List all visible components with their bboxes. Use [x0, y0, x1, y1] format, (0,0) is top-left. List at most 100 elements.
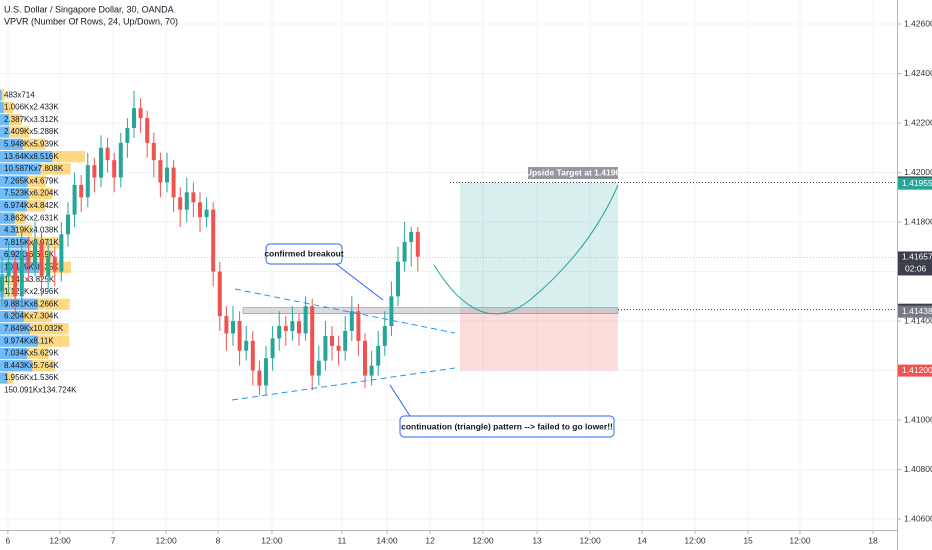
x-tick-label: 8: [216, 535, 221, 545]
candle-body: [138, 108, 143, 119]
target-label-bg: [528, 167, 618, 179]
stop-zone: [460, 309, 618, 371]
candle-body: [382, 326, 387, 346]
candle-body: [92, 165, 97, 178]
price-tag: [898, 251, 932, 264]
vp-label: 6.974Kx4.842K: [4, 201, 59, 210]
vp-label: 7.523Kx6.204K: [4, 189, 59, 198]
vp-label: 1.14Kx3.825K: [4, 275, 55, 284]
candle-body: [323, 335, 328, 361]
vp-down: [23, 310, 52, 323]
candle-body: [72, 184, 77, 215]
y-tick-label: 1.42200: [904, 117, 932, 127]
candle-body: [19, 251, 24, 297]
y-tick-label: 1.42600: [904, 18, 932, 28]
vp-down: [29, 237, 61, 249]
vp-label: 9.881Kx8.266K: [4, 299, 59, 308]
candle-body: [171, 167, 176, 198]
candle-body: [297, 321, 301, 334]
callout-box: [399, 415, 615, 438]
triangle-lower: [231, 367, 456, 401]
vp-label: 4.319Kx4.038K: [4, 226, 59, 235]
y-tick-label: 1.41400: [904, 315, 932, 325]
vp-down: [27, 175, 46, 187]
candle-body: [336, 345, 341, 351]
candle-body: [85, 165, 90, 198]
x-tick-label: 11: [337, 535, 346, 545]
y-tick-label: 1.41000: [904, 414, 932, 424]
candle-body: [105, 147, 110, 161]
vp-up: [0, 114, 10, 126]
target-zone: [460, 182, 618, 310]
vp-down: [3, 101, 14, 114]
vp-down: [52, 151, 85, 163]
vp-label: 8.443Kx5.764K: [4, 361, 59, 370]
candle-body: [349, 311, 354, 331]
candle-body: [118, 142, 123, 178]
vp-label: 7.849Kx10.032K: [4, 324, 64, 333]
vp-label: 7.265Kx4.679K: [4, 176, 59, 185]
candle-body: [409, 231, 414, 242]
candle-body: [164, 167, 169, 183]
vp-label: 1.121Kx2.996K: [4, 287, 59, 296]
vp-up: [0, 335, 39, 347]
vp-down: [32, 360, 55, 372]
callout-box: [265, 243, 343, 265]
vp-up: [0, 101, 4, 114]
vp-up: [0, 187, 29, 200]
candle-body: [363, 340, 368, 376]
candle-body: [158, 160, 163, 183]
vp-down: [7, 372, 14, 384]
candle-body: [197, 202, 202, 218]
vp-up: [0, 224, 17, 237]
candle-body: [283, 326, 288, 331]
vp-down: [16, 224, 33, 237]
candle-body: [46, 256, 51, 277]
vp-label: 5.948Kx5.939K: [4, 139, 59, 148]
price-tag-label: 1.41200: [902, 365, 932, 375]
callout-pointer: [389, 384, 411, 417]
annotation: Upside Target at 1.4196: [526, 167, 621, 177]
callout-pointer: [335, 263, 384, 301]
candle-body: [26, 251, 31, 267]
candle-body: [52, 256, 57, 272]
vp-up: [0, 138, 23, 150]
vp-label: 1.956Kx1.536K: [4, 373, 59, 382]
candle-body: [356, 311, 361, 341]
candle-body: [270, 338, 275, 359]
candle-body: [396, 261, 401, 297]
vp-down: [14, 212, 25, 224]
vp-label: 9.974Kx8.11K: [4, 336, 54, 345]
x-tick-label: 12: [425, 535, 435, 545]
y-tick-label: 1.42400: [904, 68, 932, 78]
x-tick-label: 12:00: [579, 535, 601, 545]
vp-down: [26, 249, 52, 261]
candle-body: [389, 296, 394, 327]
candle-body: [112, 160, 117, 178]
candle-body: [178, 197, 183, 210]
x-tick-label: 18: [868, 535, 878, 545]
candle-body: [316, 360, 321, 376]
vp-down: [40, 163, 71, 175]
candle-body: [244, 340, 249, 351]
price-tag-label: 1.41438: [902, 306, 932, 316]
vp-up: [0, 360, 33, 372]
x-tick-label: 12:00: [472, 535, 494, 545]
vp-down: [37, 298, 70, 310]
candle-body: [65, 214, 70, 235]
vp-label: 2.387Kx3.312K: [4, 115, 59, 124]
countdown-bg: [898, 263, 932, 276]
y-tick-label: 1.40600: [904, 513, 932, 523]
vp-down: [28, 187, 53, 200]
candle-body: [343, 330, 348, 351]
vp-label: 3.862Kx2.631K: [4, 213, 59, 222]
x-tick-label: 12:00: [155, 535, 177, 545]
price-tag-label: 1.41955: [902, 178, 932, 188]
x-tick-label: 12:00: [789, 535, 811, 545]
projection-curve: [433, 184, 619, 315]
candle-body: [290, 321, 295, 331]
breakout-band: [242, 307, 619, 314]
candle-body: [191, 192, 196, 203]
vp-down: [22, 138, 46, 150]
candle-body: [415, 231, 420, 257]
